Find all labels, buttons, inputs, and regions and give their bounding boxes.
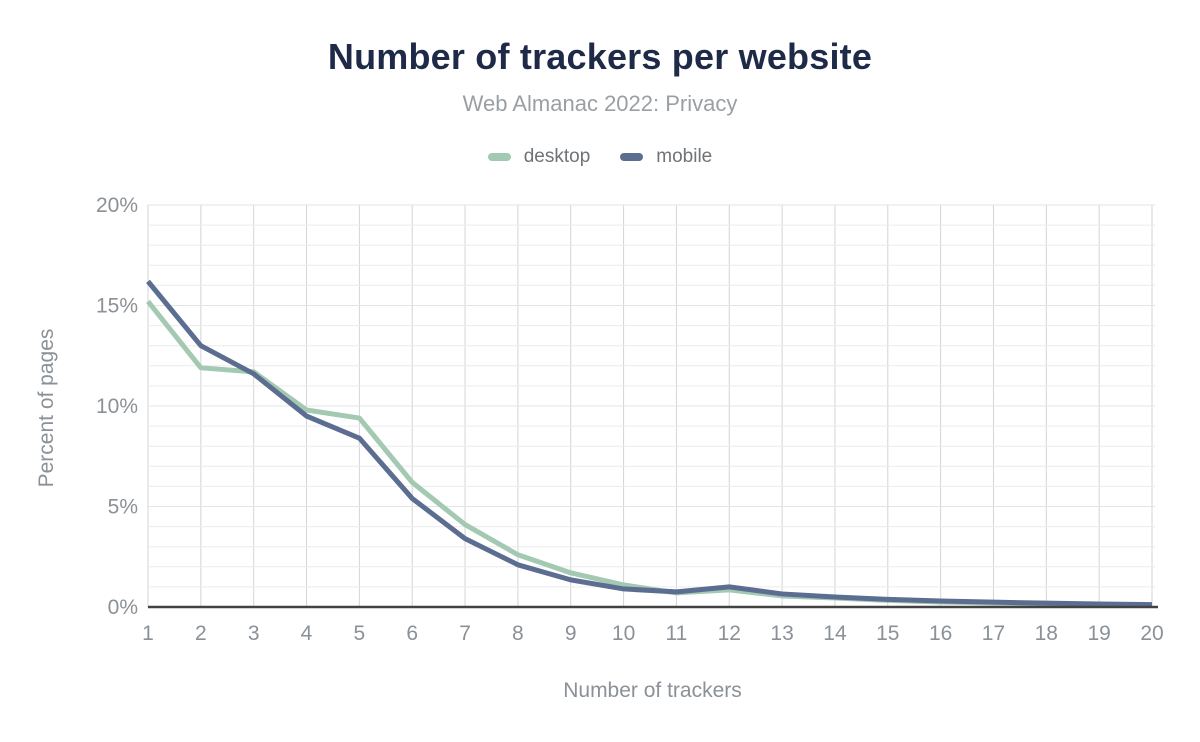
x-tick-label: 16 xyxy=(929,622,952,645)
x-tick-label: 2 xyxy=(195,622,207,645)
x-tick-label: 12 xyxy=(718,622,741,645)
x-axis-title: Number of trackers xyxy=(563,679,742,702)
legend: desktop mobile xyxy=(0,146,1200,168)
x-tick-label: 3 xyxy=(248,622,260,645)
x-tick-label: 7 xyxy=(459,622,471,645)
x-tick-label: 5 xyxy=(354,622,366,645)
x-tick-label: 13 xyxy=(770,622,793,645)
desktop-legend-label: desktop xyxy=(523,146,591,167)
legend-item-desktop[interactable]: desktop xyxy=(487,146,591,168)
x-tick-label: 19 xyxy=(1087,622,1110,645)
chart-subtitle: Web Almanac 2022: Privacy xyxy=(462,91,738,116)
horizontal-gridlines xyxy=(148,204,1155,588)
y-tick-label: 5% xyxy=(108,496,138,519)
x-tick-label: 9 xyxy=(565,622,577,645)
mobile-legend-swatch xyxy=(620,153,644,161)
desktop-legend-swatch xyxy=(487,153,511,161)
x-tick-labels: 1 2 3 4 5 6 7 8 9 10 11 12 13 14 15 16 17 18 19 20 xyxy=(142,622,1164,645)
y-tick-label: 0% xyxy=(108,596,138,619)
x-tick-label: 4 xyxy=(301,622,313,645)
desktop-line-series xyxy=(146,299,1153,608)
y-axis-title: Percent of pages xyxy=(35,328,58,488)
legend-item-mobile[interactable]: mobile xyxy=(620,146,712,168)
x-tick-label: 10 xyxy=(612,622,635,645)
x-tick-label: 14 xyxy=(823,622,847,645)
x-tick-label: 17 xyxy=(982,622,1005,645)
chart-title: Number of trackers per website xyxy=(327,36,873,77)
series-lines xyxy=(146,279,1153,608)
x-tick-label: 20 xyxy=(1140,622,1163,645)
y-tick-label: 20% xyxy=(96,194,138,217)
mobile-legend-label: mobile xyxy=(656,146,713,167)
y-tick-label: 15% xyxy=(96,295,138,318)
x-tick-label: 8 xyxy=(512,622,524,645)
y-tick-labels: 0% 5% 10% 15% 20% xyxy=(96,194,138,619)
x-tick-label: 18 xyxy=(1035,622,1058,645)
x-tick-label: 6 xyxy=(406,622,418,645)
x-tick-label: 15 xyxy=(876,622,899,645)
x-tick-label: 1 xyxy=(142,622,154,645)
mobile-line-series xyxy=(146,279,1153,608)
y-tick-label: 10% xyxy=(96,395,138,418)
x-tick-label: 11 xyxy=(666,622,688,645)
